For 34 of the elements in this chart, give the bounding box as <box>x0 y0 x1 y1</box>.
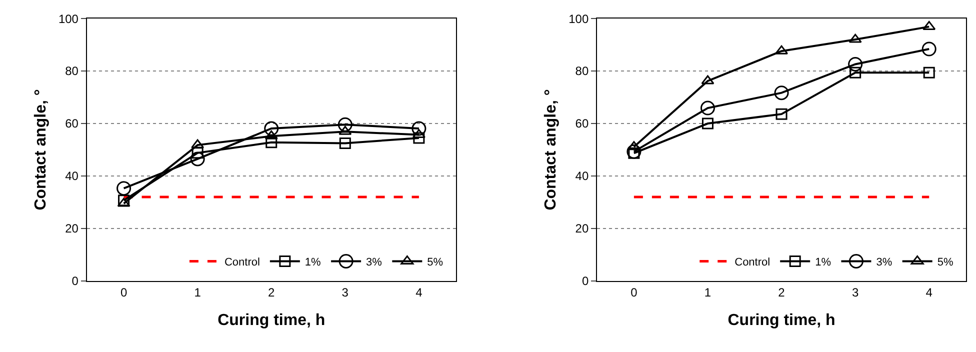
legend-label: 5% <box>427 256 444 268</box>
y-tick-label: 40 <box>65 169 79 184</box>
y-tick-label: 20 <box>575 222 589 236</box>
y-tick-label: 80 <box>575 64 589 78</box>
x-tick-label: 0 <box>120 285 128 300</box>
y-tick-label: 0 <box>582 274 589 288</box>
y-tick-label: 60 <box>575 116 589 131</box>
y-tick-label: 20 <box>65 222 79 236</box>
y-axis-title: Contact angle, ° <box>542 89 560 210</box>
legend-label: 3% <box>366 256 382 268</box>
legend-label: Control <box>734 256 770 268</box>
legend-label: 3% <box>876 256 892 268</box>
x-tick-label: 2 <box>778 285 786 300</box>
y-tick-label: 0 <box>72 274 79 288</box>
x-tick-label: 4 <box>926 285 933 300</box>
x-tick-label: 0 <box>630 285 638 300</box>
x-tick-label: 2 <box>268 285 276 300</box>
x-tick-label: 4 <box>416 285 423 300</box>
y-axis-title: Contact angle, ° <box>32 89 50 210</box>
y-tick-label: 100 <box>58 12 79 26</box>
x-axis-title: Curing time, h <box>728 312 836 330</box>
y-tick-label: 80 <box>65 64 79 78</box>
legend-label: 1% <box>304 256 322 268</box>
x-tick-label: 3 <box>342 285 349 300</box>
x-tick-label: 1 <box>194 285 202 300</box>
y-tick-label: 60 <box>65 116 79 131</box>
y-tick-label: 100 <box>568 12 589 26</box>
legend-label: 5% <box>937 256 954 268</box>
x-tick-label: 1 <box>704 285 712 300</box>
x-axis-title: Curing time, h <box>218 312 326 330</box>
x-tick-label: 3 <box>852 285 859 300</box>
legend-label: Control <box>224 256 260 268</box>
y-tick-label: 40 <box>575 169 589 184</box>
legend-label: 1% <box>815 256 832 268</box>
